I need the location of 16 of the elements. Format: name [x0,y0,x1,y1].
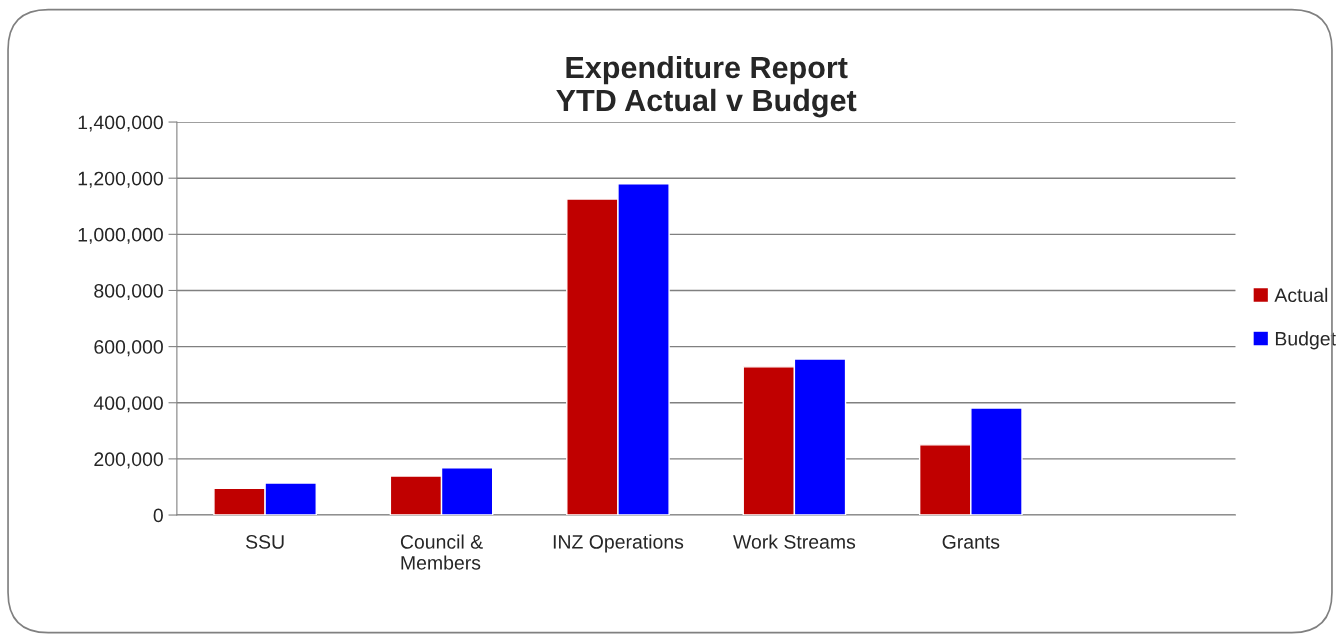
legend-label: Budget [1275,331,1336,350]
y-tick-label: 1,000,000 [78,227,163,244]
legend-label: Actual [1274,287,1328,303]
y-tick-label: 600,000 [94,340,163,357]
x-tick-label: Grants [942,534,1000,549]
y-tick-label: 1,400,000 [78,115,163,132]
x-tick-label: Council & Members [400,534,483,570]
y-tick-label: 0 [153,508,163,523]
y-tick-label: 200,000 [94,452,163,469]
chart-title: Expenditure Report YTD Actual v Budget [556,55,857,118]
y-tick-label: 800,000 [94,283,163,301]
y-tick-label: 1,200,000 [78,171,163,188]
x-tick-label: Work Streams [733,534,856,549]
x-tick-label: INZ Operations [553,534,684,553]
y-tick-label: 400,000 [93,396,163,413]
x-tick-label: SSU [245,534,284,549]
